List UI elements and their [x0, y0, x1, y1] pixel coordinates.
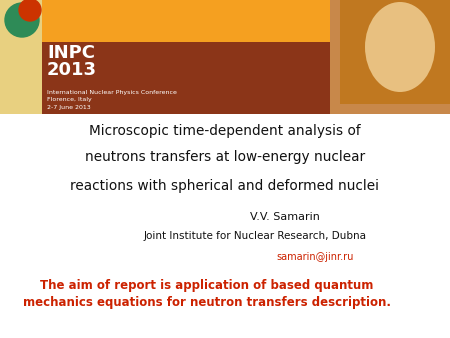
Text: The aim of report is application of based quantum
mechanics equations for neutro: The aim of report is application of base…	[23, 279, 391, 309]
Circle shape	[19, 0, 41, 21]
Text: Joint Institute for Nuclear Research, Dubna: Joint Institute for Nuclear Research, Du…	[144, 231, 366, 241]
Text: samarin@jinr.ru: samarin@jinr.ru	[276, 252, 354, 262]
Text: Microscopic time-dependent analysis of: Microscopic time-dependent analysis of	[89, 124, 361, 138]
Text: neutrons transfers at low-energy nuclear: neutrons transfers at low-energy nuclear	[85, 150, 365, 164]
Text: International Nuclear Physics Conference
Florence, Italy
2-7 June 2013: International Nuclear Physics Conference…	[47, 90, 177, 110]
Text: reactions with spherical and deformed nuclei: reactions with spherical and deformed nu…	[71, 179, 379, 193]
Text: INPC
2013: INPC 2013	[47, 44, 97, 79]
Text: V.V. Samarin: V.V. Samarin	[250, 212, 320, 222]
Bar	[330, 0, 450, 114]
Bar	[0, 0, 450, 114]
Bar	[42, 42, 352, 114]
Bar	[340, 0, 450, 104]
Circle shape	[5, 3, 39, 37]
Ellipse shape	[365, 2, 435, 92]
Bar	[0, 0, 42, 114]
